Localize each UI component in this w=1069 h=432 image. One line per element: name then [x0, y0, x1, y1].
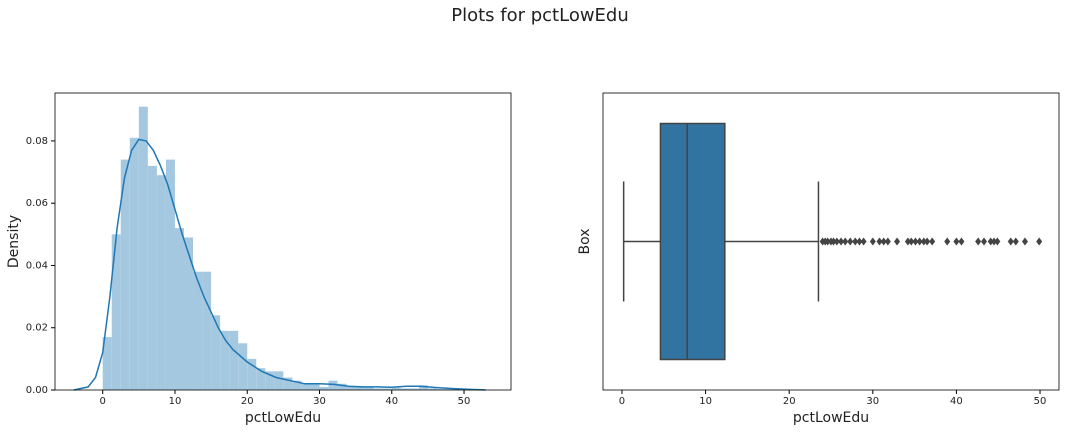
axes-frame — [602, 92, 1060, 391]
hist-bar — [391, 387, 401, 390]
hist-bar — [355, 386, 365, 390]
x-axis-label: pctLowEdu — [245, 410, 321, 426]
kde-line — [73, 138, 486, 391]
y-tick-label: 0.06 — [26, 198, 48, 209]
hist-bar — [220, 330, 230, 390]
outlier — [876, 237, 883, 246]
y-tick-label: 0.02 — [26, 323, 48, 334]
y-axis-label: Box — [577, 228, 593, 254]
hist-bar — [147, 165, 157, 390]
outlier — [916, 237, 923, 246]
outlier — [1021, 237, 1028, 246]
y-axis-label: Density — [6, 215, 22, 268]
hist-bar — [436, 389, 446, 390]
hist-bar — [274, 371, 284, 390]
y-tick-label: 0.00 — [26, 385, 48, 396]
hist-bar — [174, 228, 184, 390]
hist-bar — [102, 337, 112, 390]
outlier — [1036, 237, 1043, 246]
outlier — [908, 237, 915, 246]
outlier — [904, 237, 911, 246]
hist-bar — [193, 271, 203, 390]
x-tick-label: 40 — [385, 396, 398, 407]
hist-bar — [427, 388, 437, 390]
hist-bar — [238, 343, 248, 390]
y-tick-label: 0.08 — [26, 136, 48, 147]
hist-bar — [418, 385, 428, 390]
hist-bar — [400, 388, 410, 390]
outlier — [981, 237, 988, 246]
outlier — [884, 237, 891, 246]
hist-bar — [346, 386, 356, 390]
hist-bar — [445, 389, 455, 390]
hist-bar — [111, 234, 121, 390]
x-tick-label: 30 — [866, 396, 879, 407]
hist-bar — [202, 271, 212, 390]
outlier — [838, 237, 845, 246]
hist-bar — [283, 377, 293, 390]
outlier — [869, 237, 876, 246]
hist-bar — [138, 106, 148, 390]
hist-bar — [211, 315, 221, 390]
hist-bar — [265, 371, 275, 390]
x-tick-label: 40 — [950, 396, 963, 407]
hist-bar — [364, 386, 374, 390]
figure-title: Plots for pctLowEdu — [451, 5, 629, 26]
hist-bar — [156, 175, 166, 390]
hist-bar — [129, 137, 139, 390]
hist-bar — [409, 388, 419, 390]
outlier — [880, 237, 887, 246]
hist-bar — [229, 330, 239, 390]
y-tick-label: 0.04 — [26, 260, 48, 271]
x-axis-label: pctLowEdu — [793, 410, 869, 426]
outlier — [894, 237, 901, 246]
outlier — [920, 237, 927, 246]
outlier — [929, 237, 936, 246]
outlier — [830, 237, 837, 246]
outlier — [860, 237, 867, 246]
hist-bar — [292, 380, 302, 390]
x-tick-label: 10 — [169, 396, 182, 407]
outlier — [847, 237, 854, 246]
outlier — [912, 237, 919, 246]
hist-bar — [183, 237, 194, 390]
outlier — [944, 237, 951, 246]
outlier — [1007, 237, 1014, 246]
hist-bar — [247, 358, 257, 390]
outlier — [987, 237, 994, 246]
hist-bar — [319, 386, 329, 390]
outlier — [958, 237, 965, 246]
x-tick-label: 50 — [1034, 396, 1047, 407]
hist-bar — [310, 383, 320, 390]
x-tick-label: 20 — [241, 396, 254, 407]
hist-bar — [328, 380, 338, 390]
hist-bar — [382, 388, 392, 390]
x-tick-label: 30 — [313, 396, 326, 407]
x-tick-label: 0 — [619, 396, 625, 407]
outlier — [833, 237, 840, 246]
outlier — [994, 237, 1001, 246]
x-tick-label: 20 — [783, 396, 796, 407]
box — [659, 122, 726, 361]
outlier — [842, 237, 849, 246]
hist-bar — [165, 159, 175, 390]
outlier — [975, 237, 982, 246]
x-tick-label: 50 — [458, 396, 471, 407]
outlier — [856, 237, 863, 246]
outlier — [924, 237, 931, 246]
outlier — [1012, 237, 1019, 246]
hist-bar — [373, 388, 383, 390]
x-tick-label: 10 — [699, 396, 712, 407]
x-tick-label: 0 — [100, 396, 106, 407]
hist-bar — [256, 368, 266, 390]
hist-bar — [301, 383, 311, 390]
outlier — [991, 237, 998, 246]
outlier — [852, 237, 859, 246]
outlier — [953, 237, 960, 246]
hist-bar — [120, 159, 130, 390]
outlier — [824, 237, 831, 246]
axes-frame — [54, 92, 512, 391]
hist-bar — [337, 383, 347, 390]
